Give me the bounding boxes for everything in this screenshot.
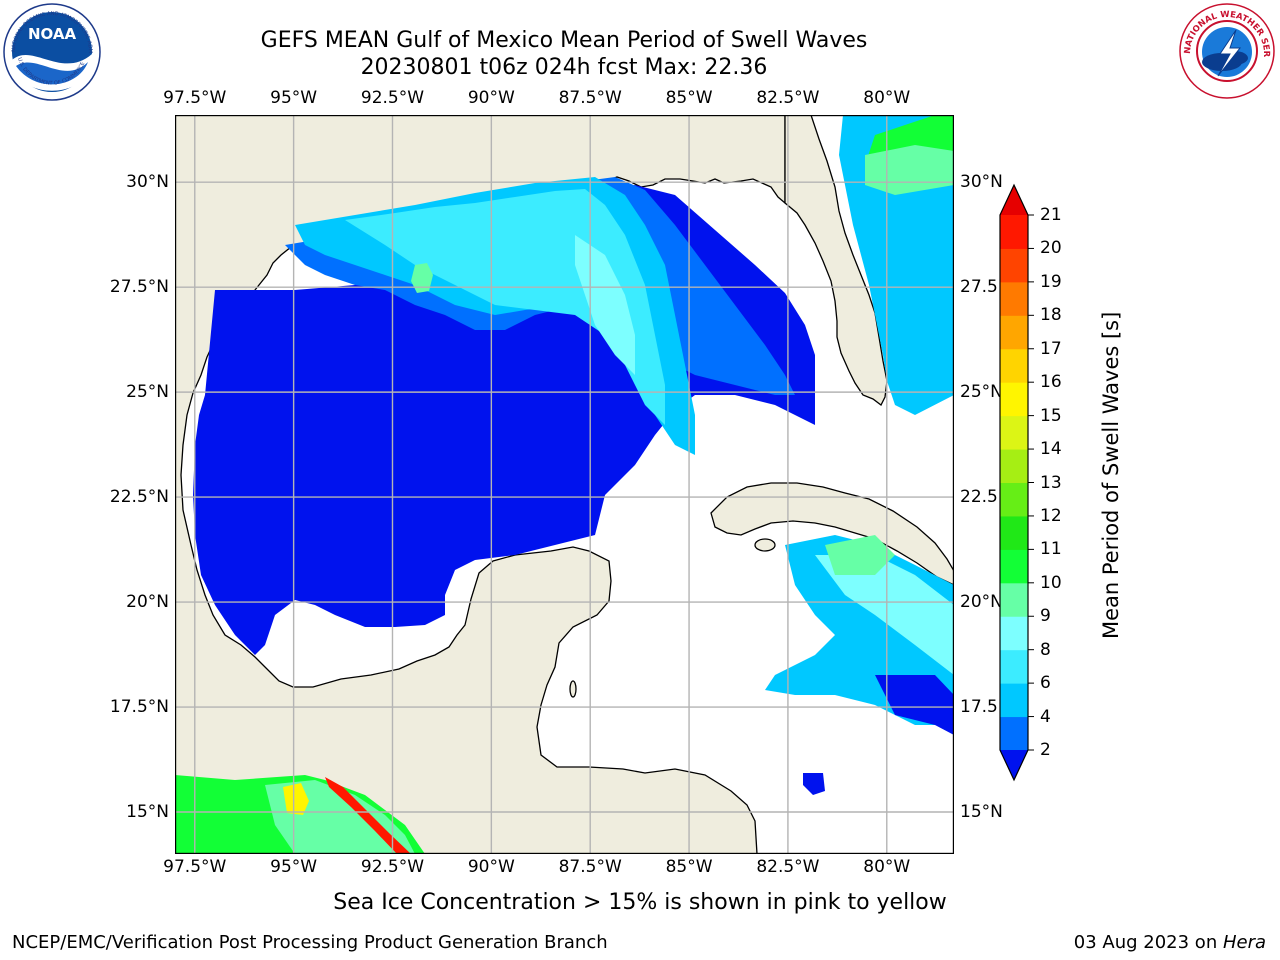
lon-tick-label-top: 85°W bbox=[665, 88, 713, 108]
colorbar-band bbox=[1000, 649, 1028, 684]
colorbar-extend-min bbox=[1000, 750, 1028, 780]
footer-host: Hera bbox=[1222, 932, 1266, 953]
colorbar-band bbox=[1000, 716, 1028, 751]
swell-caribbean-green bbox=[825, 535, 895, 575]
lon-tick-label-top: 80°W bbox=[863, 88, 911, 108]
swell-caribbean-cell bbox=[803, 773, 825, 795]
lon-tick-label-bottom: 87.5°W bbox=[558, 857, 622, 877]
lon-tick-label-top: 90°W bbox=[467, 88, 515, 108]
lon-tick-label-bottom: 90°W bbox=[467, 857, 515, 877]
lat-tick-label-right: 27.5° bbox=[960, 277, 1007, 298]
colorbar-extend-max bbox=[1000, 185, 1028, 215]
colorbar-tick-label: 15 bbox=[1040, 405, 1062, 426]
colorbar bbox=[999, 183, 1040, 782]
swell-atlantic-florida bbox=[839, 115, 954, 415]
lon-tick-label-top: 87.5°W bbox=[558, 88, 622, 108]
lat-tick-label-left: 25°N bbox=[126, 382, 169, 403]
land-isla-juventud bbox=[754, 538, 776, 552]
lat-tick-label-left: 27.5°N bbox=[109, 277, 169, 298]
colorbar-tick-label: 4 bbox=[1040, 706, 1051, 727]
footer-date-text: 03 Aug 2023 on bbox=[1073, 932, 1223, 953]
colorbar-band bbox=[1000, 449, 1028, 483]
colorbar-tick-label: 6 bbox=[1040, 673, 1051, 694]
colorbar-tick-label: 11 bbox=[1040, 539, 1062, 560]
lat-tick-label-left: 22.5°N bbox=[109, 487, 169, 508]
lon-tick-label-bottom: 97.5°W bbox=[163, 857, 227, 877]
lon-tick-label-top: 82.5°W bbox=[756, 88, 820, 108]
colorbar-band bbox=[1000, 281, 1028, 316]
colorbar-band bbox=[1000, 582, 1028, 617]
colorbar-tick-label: 20 bbox=[1040, 238, 1062, 259]
lat-tick-label-left: 17.5°N bbox=[109, 697, 169, 718]
colorbar-tick-label: 13 bbox=[1040, 472, 1062, 493]
lon-tick-label-bottom: 85°W bbox=[665, 857, 713, 877]
graticule bbox=[175, 115, 954, 854]
land-cozumel bbox=[569, 680, 577, 698]
map-panel bbox=[174, 114, 955, 855]
colorbar-band bbox=[1000, 248, 1028, 283]
swell-pacific-yellow bbox=[283, 783, 309, 815]
colorbar-tick-label: 17 bbox=[1040, 338, 1062, 359]
colorbar-tick-label: 2 bbox=[1040, 740, 1051, 760]
colorbar-band bbox=[1000, 515, 1028, 550]
colorbar-tick-label: 10 bbox=[1040, 572, 1062, 593]
swell-band-10-11s bbox=[411, 263, 433, 293]
colorbar-tick-label: 9 bbox=[1040, 606, 1051, 627]
colorbar-band bbox=[1000, 482, 1028, 517]
nws-logo: NATIONAL WEATHER SERVICE bbox=[1175, 0, 1276, 100]
lat-tick-label-right: 22.5° bbox=[960, 487, 1007, 508]
lat-tick-label-left: 20°N bbox=[126, 592, 169, 613]
map-frame bbox=[174, 114, 955, 855]
colorbar-band bbox=[1000, 382, 1028, 417]
colorbar-label: Mean Period of Swell Waves [s] bbox=[1099, 311, 1123, 639]
colorbar-band bbox=[1000, 348, 1028, 383]
lat-tick-label-right: 25°N bbox=[960, 382, 1003, 403]
land-florida-peninsula bbox=[784, 114, 888, 406]
lat-tick-label-left: 30°N bbox=[126, 172, 169, 193]
lat-tick-label-right: 17.5° bbox=[960, 697, 1007, 718]
colorbar-band bbox=[1000, 549, 1028, 584]
lat-tick-label-right: 15°N bbox=[960, 802, 1003, 822]
colorbar-tick-label: 19 bbox=[1040, 271, 1062, 292]
colorbar-band bbox=[1000, 683, 1028, 718]
lon-tick-label-top: 97.5°W bbox=[163, 88, 227, 108]
colorbar-tick-label: 8 bbox=[1040, 639, 1051, 660]
footer-branch: NCEP/EMC/Verification Post Processing Pr… bbox=[12, 932, 608, 953]
chart-subtitle: 20230801 t06z 024h fcst Max: 22.36 bbox=[360, 55, 768, 80]
noaa-logo: NOAA NATIONAL OCEANIC AND ATMOSPHERIC AD… bbox=[0, 0, 102, 102]
lon-tick-label-top: 95°W bbox=[270, 88, 318, 108]
colorbar-band bbox=[1000, 215, 1028, 249]
colorbar-band bbox=[1000, 616, 1028, 651]
colorbar-band bbox=[1000, 315, 1028, 350]
swell-caribbean-blue bbox=[875, 675, 954, 735]
colorbar-tick-label: 16 bbox=[1040, 372, 1062, 393]
chart-title: GEFS MEAN Gulf of Mexico Mean Period of … bbox=[260, 28, 868, 53]
lat-tick-label-left: 15°N bbox=[126, 802, 169, 822]
lat-tick-label-right: 30°N bbox=[960, 172, 1003, 193]
swell-field bbox=[175, 115, 954, 854]
swell-caribbean-light bbox=[815, 555, 954, 675]
colorbar-tick-label: 18 bbox=[1040, 305, 1062, 326]
gulf-swell-map bbox=[174, 114, 955, 855]
colorbar-tick-label: 12 bbox=[1040, 505, 1062, 526]
colorbar-tick-label: 14 bbox=[1040, 439, 1062, 460]
lat-tick-label-right: 20°N bbox=[960, 592, 1003, 613]
lon-tick-label-bottom: 82.5°W bbox=[756, 857, 820, 877]
lon-tick-label-top: 92.5°W bbox=[360, 88, 425, 108]
colorbar-scale bbox=[999, 183, 1034, 782]
sea-ice-caption: Sea Ice Concentration > 15% is shown in … bbox=[333, 890, 947, 915]
footer-date: 03 Aug 2023 on Hera bbox=[1074, 932, 1266, 953]
colorbar-band bbox=[1000, 415, 1028, 450]
lon-tick-label-bottom: 80°W bbox=[863, 857, 911, 877]
swell-pacific-red-streak bbox=[325, 777, 411, 854]
colorbar-tick-label: 21 bbox=[1040, 205, 1062, 225]
noaa-logo-text: NOAA bbox=[28, 25, 77, 43]
lon-tick-label-bottom: 95°W bbox=[270, 857, 318, 877]
lon-tick-label-bottom: 92.5°W bbox=[360, 857, 425, 877]
